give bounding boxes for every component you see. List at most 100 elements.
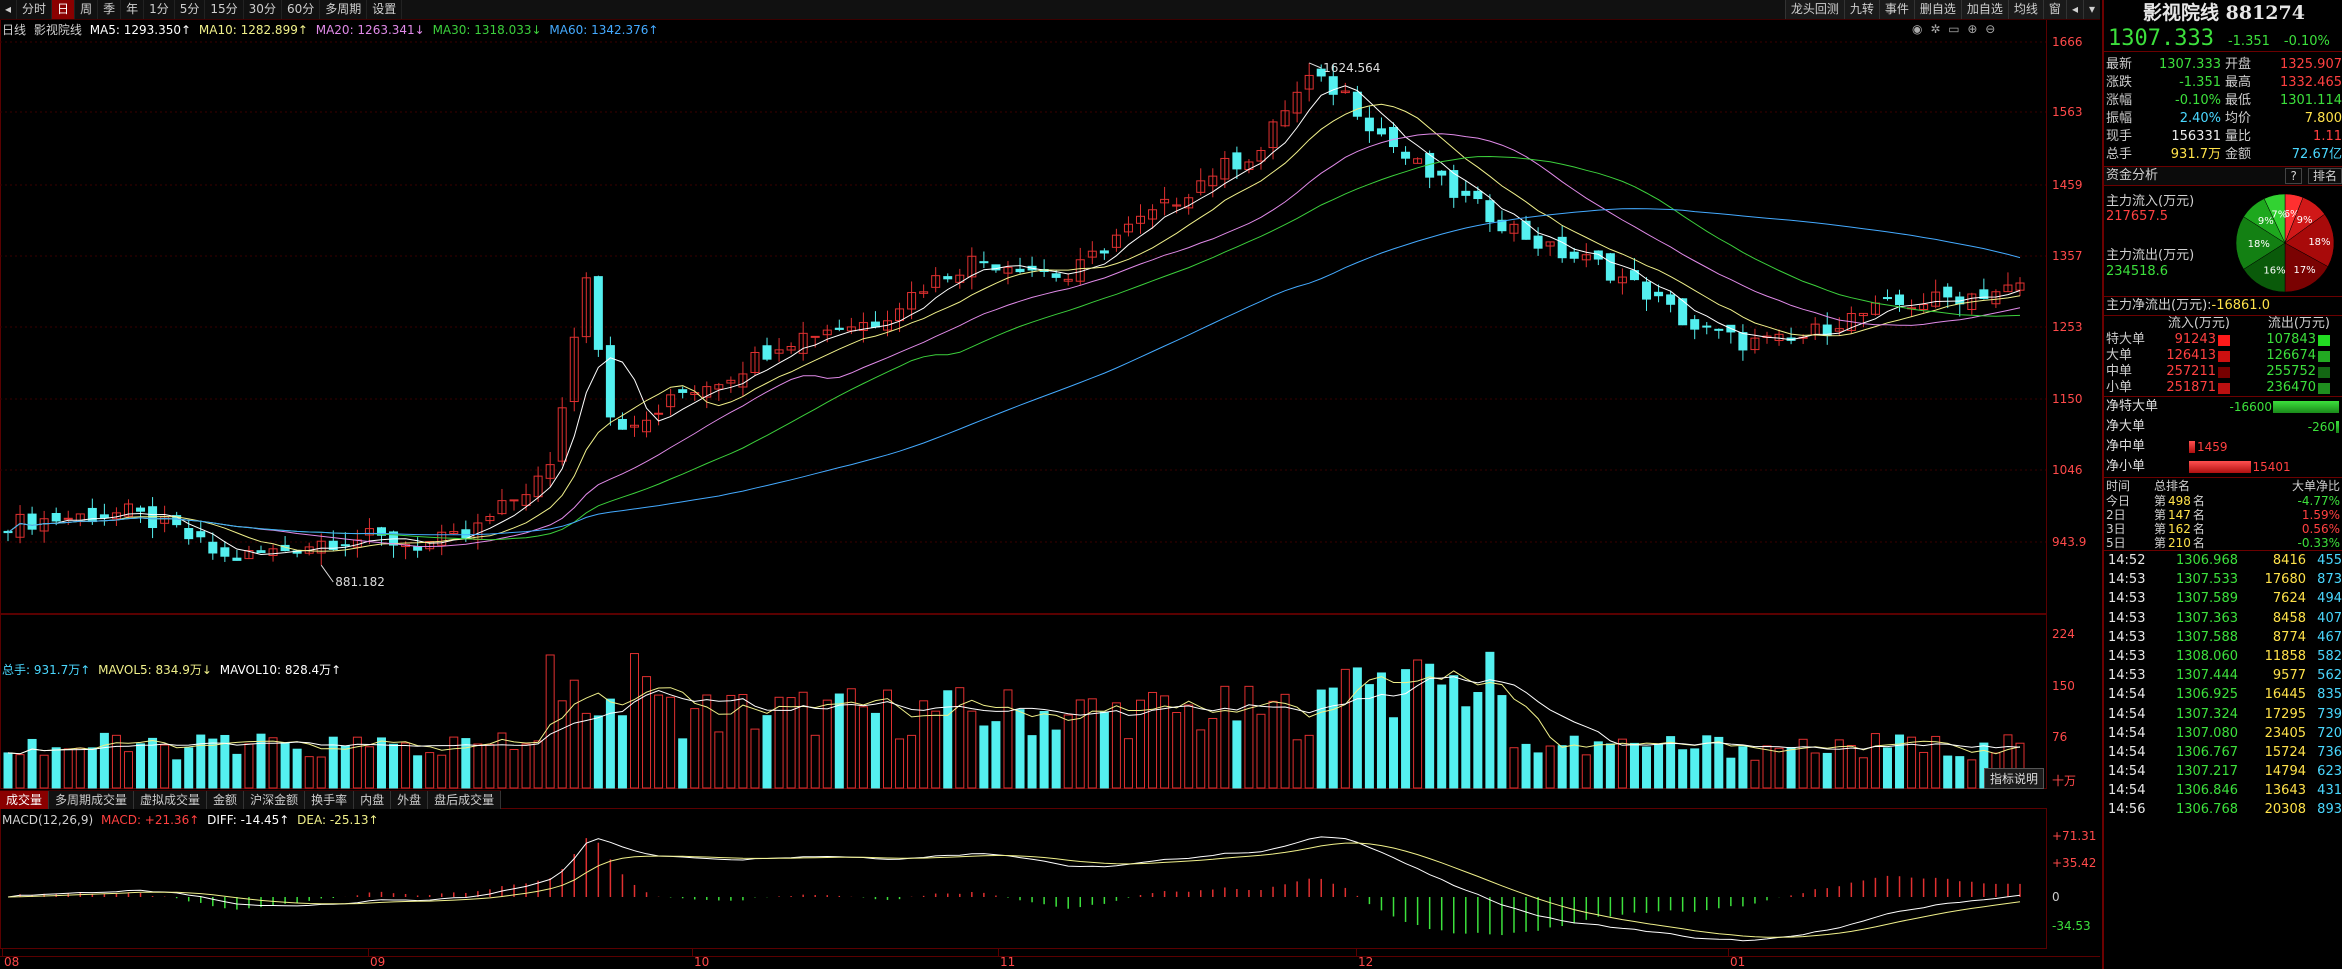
window-icon[interactable]: ▭ — [1948, 22, 1960, 36]
tick-time-3: 14:53 — [2108, 610, 2146, 626]
candle-body-140 — [1690, 319, 1700, 330]
eye-icon[interactable]: ◉ — [1912, 22, 1923, 36]
indicator-tab-3[interactable]: 金额 — [207, 791, 245, 809]
toolbar-button-8[interactable]: ▾ — [2082, 0, 2100, 19]
toolbar-button-4[interactable]: 加自选 — [1960, 0, 2008, 19]
indicator-tab-8[interactable]: 盘后成交量 — [428, 791, 502, 809]
tick-price-10: 1306.767 — [2175, 744, 2238, 760]
candle-body-66 — [798, 332, 808, 354]
volume-bar-48 — [581, 712, 591, 789]
kline-chart-svg[interactable]: 1666 1563 1459 1357 1253 1150 1046 943.9 224 150 7… — [0, 0, 2100, 969]
candle-body-81 — [979, 261, 989, 264]
volume-bar-90 — [1087, 698, 1097, 789]
quote-row-1: 涨跌 -1.351 最高 1332.465 — [2104, 74, 2342, 92]
indicator-tab-2[interactable]: 虚拟成交量 — [134, 791, 208, 809]
fund-help-button[interactable]: ? — [2285, 168, 2302, 184]
period-tab-2[interactable]: 周 — [75, 0, 99, 19]
volume-bar-80 — [967, 710, 977, 789]
indicator-tab-1[interactable]: 多周期成交量 — [49, 791, 135, 809]
nav-back-icon[interactable]: ◂ — [0, 0, 18, 19]
indicator-tab-6[interactable]: 内盘 — [354, 791, 392, 809]
indicator-tab-0[interactable]: 成交量 — [0, 791, 50, 809]
flow-out-swatch-3 — [2318, 382, 2330, 394]
toolbar-button-2[interactable]: 事件 — [1878, 0, 1914, 19]
period-tab-7[interactable]: 15分 — [205, 0, 244, 19]
period-tab-6[interactable]: 5分 — [175, 0, 206, 19]
candle-body-83 — [1003, 266, 1013, 274]
candle-body-80 — [967, 255, 977, 278]
settings-icon[interactable]: ✲ — [1930, 22, 1941, 36]
tick-row-11[interactable]: 14:54 1307.217 14794 623 — [2104, 762, 2342, 781]
quote-label2-1: 最高 — [2225, 75, 2252, 90]
tick-row-5[interactable]: 14:53 1308.060 11858 582 — [2104, 647, 2342, 666]
candle-body-95 — [1148, 209, 1158, 220]
tick-price-5: 1308.060 — [2175, 648, 2238, 664]
volume-bar-71 — [858, 706, 868, 789]
tick-row-8[interactable]: 14:54 1307.324 17295 739 — [2104, 705, 2342, 724]
volume-bar-112 — [1352, 667, 1362, 789]
zoom-out-icon[interactable]: ⊖ — [1985, 22, 1996, 36]
fund-rank-button[interactable]: 排名 — [2307, 168, 2342, 184]
tick-row-1[interactable]: 14:53 1307.533 17680 873 — [2104, 570, 2342, 589]
period-tab-11[interactable]: 设置 — [367, 0, 403, 19]
main-inflow-label: 主力流入(万元) — [2106, 194, 2195, 209]
indicator-tab-7[interactable]: 外盘 — [391, 791, 429, 809]
tick-list[interactable]: 14:52 1306.968 8416 455 14:53 1307.533 17680 87… — [2104, 550, 2342, 820]
candle-body-14 — [172, 515, 182, 526]
volume-bar-58 — [702, 694, 712, 789]
candle-body-54 — [654, 412, 664, 415]
tick-row-6[interactable]: 14:53 1307.444 9577 562 — [2104, 666, 2342, 685]
volume-bar-21 — [256, 733, 266, 789]
toolbar-button-7[interactable]: ◂ — [2065, 0, 2083, 19]
tick-row-7[interactable]: 14:54 1306.925 16445 835 — [2104, 685, 2342, 704]
tick-row-12[interactable]: 14:54 1306.846 13643 431 — [2104, 781, 2342, 800]
candle-body-123 — [1485, 200, 1495, 223]
candle-body-137 — [1654, 291, 1664, 297]
period-tab-4[interactable]: 年 — [121, 0, 145, 19]
period-tab-3[interactable]: 季 — [98, 0, 122, 19]
candle-body-115 — [1389, 126, 1399, 148]
period-tab-1[interactable]: 日 — [52, 0, 76, 19]
flow-out-swatch-0 — [2318, 334, 2330, 346]
volume-bar-107 — [1292, 739, 1302, 789]
tick-row-3[interactable]: 14:53 1307.363 8458 407 — [2104, 609, 2342, 628]
volume-bar-95 — [1148, 691, 1158, 789]
volume-bar-17 — [208, 738, 218, 789]
tick-row-2[interactable]: 14:53 1307.589 7624 494 — [2104, 589, 2342, 608]
tick-row-13[interactable]: 14:56 1306.768 20308 893 — [2104, 800, 2342, 819]
flow-out-swatch-2 — [2318, 366, 2330, 378]
chart-area[interactable]: 1666 1563 1459 1357 1253 1150 1046 943.9 224 150 7… — [0, 0, 2100, 969]
volume-bar-75 — [907, 734, 917, 789]
indicator-help-button[interactable]: 指标说明 — [1984, 768, 2045, 789]
candle-body-134 — [1617, 276, 1627, 284]
indicator-tab-5[interactable]: 换手率 — [305, 791, 355, 809]
volume-bar-15 — [184, 747, 194, 789]
candle-body-15 — [184, 528, 194, 540]
zoom-in-icon[interactable]: ⊕ — [1967, 22, 1978, 36]
candle-body-38 — [461, 529, 471, 539]
toolbar-button-3[interactable]: 删自选 — [1913, 0, 1961, 19]
toolbar-button-0[interactable]: 龙头回测 — [1784, 0, 1844, 19]
quote-label2-4: 量比 — [2225, 129, 2252, 144]
indicator-tab-4[interactable]: 沪深金额 — [244, 791, 306, 809]
volume-bar-49 — [593, 715, 603, 789]
tick-row-0[interactable]: 14:52 1306.968 8416 455 — [2104, 551, 2342, 570]
tick-row-10[interactable]: 14:54 1306.767 15724 736 — [2104, 743, 2342, 762]
toolbar-button-1[interactable]: 九转 — [1843, 0, 1879, 19]
volume-bar-99 — [1196, 729, 1206, 789]
mavol5-label: MAVOL5: 834.9万↓ — [98, 663, 212, 677]
toolbar-button-5[interactable]: 均线 — [2007, 0, 2043, 19]
tick-time-13: 14:56 — [2108, 802, 2146, 818]
tick-row-4[interactable]: 14:53 1307.588 8774 467 — [2104, 628, 2342, 647]
period-tab-8[interactable]: 30分 — [244, 0, 282, 19]
toolbar-button-6[interactable]: 窗 — [2042, 0, 2066, 19]
volume-bar-136 — [1642, 746, 1652, 789]
tick-row-9[interactable]: 14:54 1307.080 23405 720 — [2104, 724, 2342, 743]
period-tab-9[interactable]: 60分 — [282, 0, 321, 19]
rank-ratio-2: 0.56% — [2301, 522, 2340, 536]
period-tab-10[interactable]: 多周期 — [320, 0, 368, 19]
ma5-line — [7, 85, 2021, 556]
period-tab-5[interactable]: 1分 — [144, 0, 175, 19]
period-tab-0[interactable]: 分时 — [17, 0, 53, 19]
flow-out-0: 107843 — [2266, 332, 2316, 347]
